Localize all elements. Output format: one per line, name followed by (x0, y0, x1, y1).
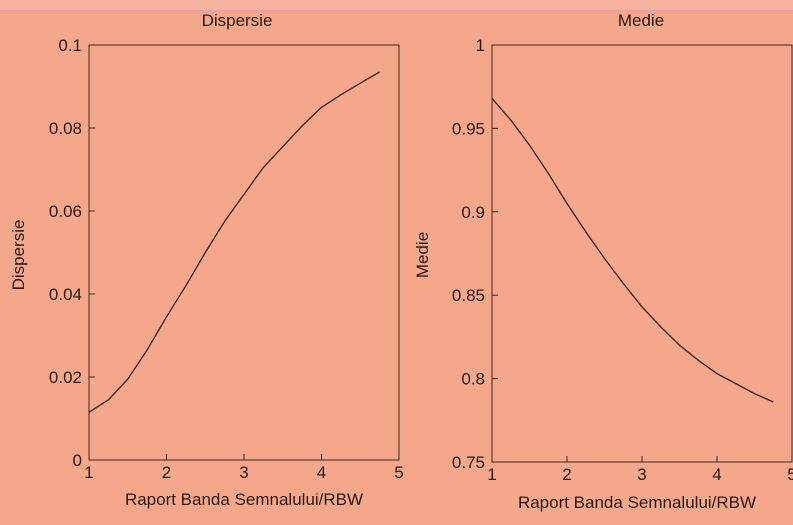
y-tick-label: 0.95 (452, 119, 485, 138)
x-ticks-dispersie: 1 2 3 4 5 (84, 454, 404, 482)
top-band (0, 0, 793, 12)
x-tick-label: 4 (712, 465, 721, 484)
x-tick-label: 1 (487, 465, 496, 484)
y-ticks-medie: 0.75 0.8 0.85 0.9 0.95 1 (452, 36, 498, 472)
x-tick-label: 3 (637, 465, 646, 484)
chart-medie: Medie 0.75 0.8 0.85 0.9 0.95 1 1 2 3 4 5 Raport B… (413, 11, 793, 512)
series-line-dispersie (88, 71, 380, 413)
y-tick-label: 0.08 (49, 119, 82, 138)
x-tick-label: 1 (84, 463, 93, 482)
y-tick-label: 0.02 (49, 368, 82, 387)
series-line-medie (491, 97, 774, 403)
x-tick-label: 2 (562, 465, 571, 484)
x-tick-label: 2 (162, 463, 171, 482)
chart-title-dispersie: Dispersie (202, 11, 273, 30)
y-ticks-dispersie: 0 0.02 0.04 0.06 0.08 0.1 (49, 36, 95, 470)
y-tick-label: 0.9 (461, 203, 485, 222)
y-tick-label: 0.06 (49, 202, 82, 221)
x-tick-label: 5 (787, 465, 793, 484)
y-axis-label-dispersie: Dispersie (9, 220, 28, 291)
x-tick-label: 5 (394, 463, 403, 482)
x-ticks-medie: 1 2 3 4 5 (487, 456, 793, 484)
y-tick-label: 0.75 (452, 453, 485, 472)
y-tick-label: 1 (476, 36, 485, 55)
y-tick-label: 0.8 (461, 370, 485, 389)
y-tick-label: 0.1 (58, 36, 82, 55)
x-tick-label: 3 (239, 463, 248, 482)
y-tick-label: 0.85 (452, 286, 485, 305)
plot-frame-dispersie (88, 44, 400, 461)
x-axis-label-medie: Raport Banda Semnalului/RBW (518, 493, 756, 512)
y-axis-label-medie: Medie (413, 232, 432, 278)
x-axis-label-dispersie: Raport Banda Semnalului/RBW (125, 490, 363, 509)
chart-title-medie: Medie (618, 11, 664, 30)
y-tick-label: 0.04 (49, 285, 82, 304)
y-tick-label: 0 (73, 451, 82, 470)
x-tick-label: 4 (317, 463, 326, 482)
plot-frame-medie (491, 44, 793, 463)
chart-dispersie: Dispersie 0 0.02 0.04 0.06 0.08 0.1 1 2 3 4 5 Rap… (9, 11, 404, 509)
